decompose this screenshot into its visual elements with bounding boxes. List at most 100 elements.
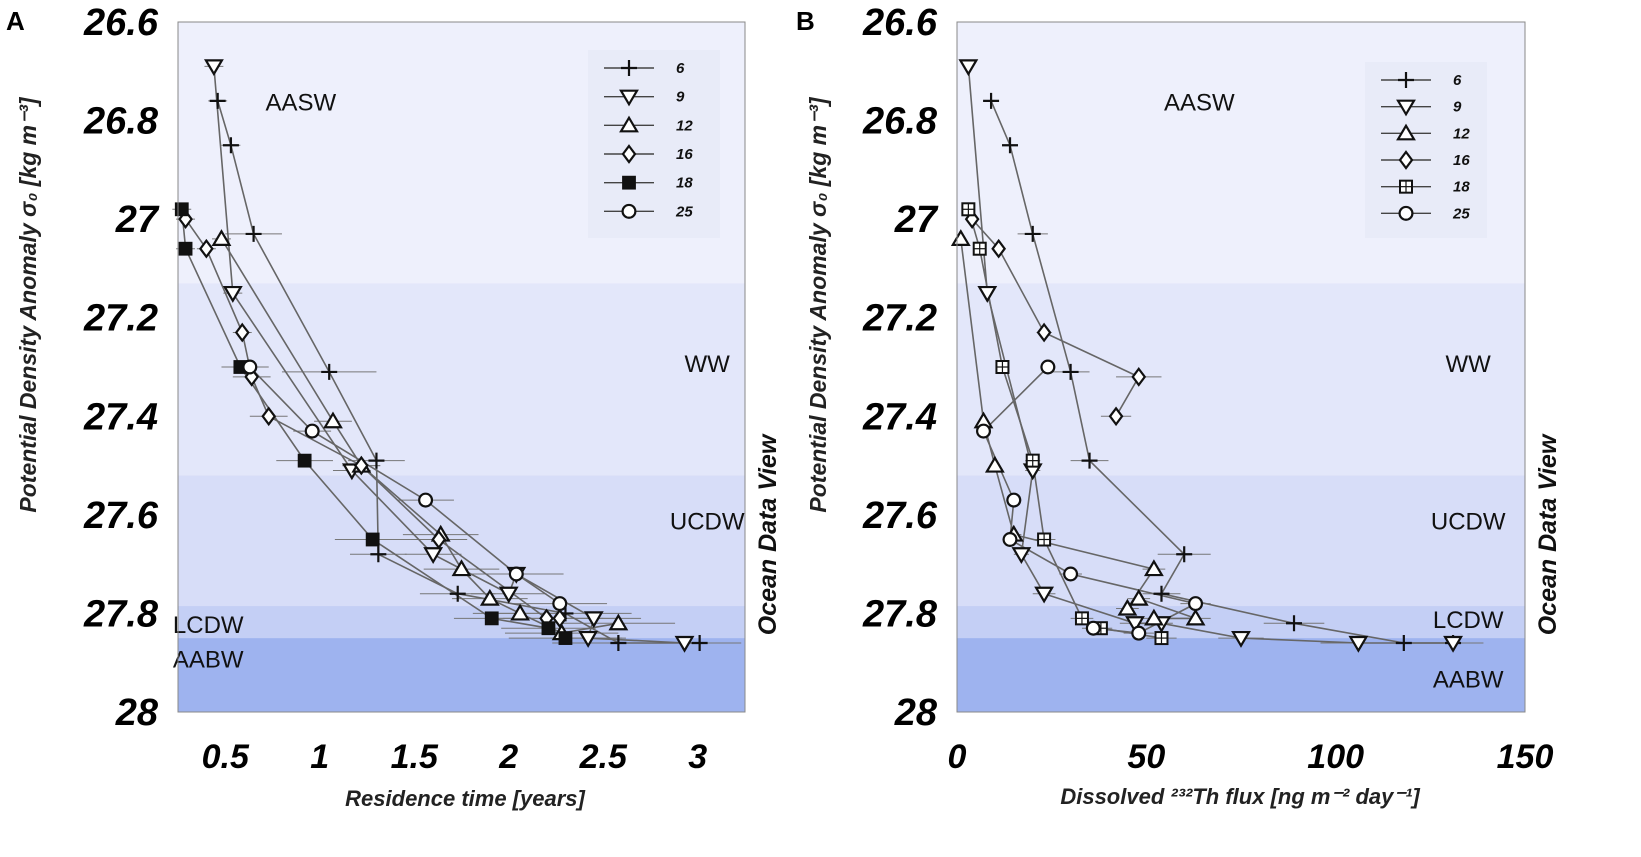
data-point-25 — [1006, 492, 1022, 508]
data-point-6 — [610, 635, 627, 651]
data-point-6 — [1395, 635, 1412, 651]
data-point-9 — [977, 285, 998, 303]
data-point-9 — [1443, 635, 1463, 653]
y-tick-label: 27 — [894, 199, 939, 241]
data-point-6 — [1153, 585, 1170, 602]
data-point-6 — [368, 452, 385, 469]
label-lcdw: LCDW — [1433, 607, 1504, 634]
data-point-6 — [691, 635, 708, 651]
data-point-9 — [498, 586, 519, 604]
data-point-12 — [608, 613, 629, 631]
legend-label: 18 — [1453, 179, 1470, 196]
series-line-25 — [982, 366, 1198, 634]
legend-label: 9 — [1453, 99, 1462, 116]
label-lcdw: LCDW — [173, 612, 244, 639]
x-tick-label: 50 — [1127, 738, 1165, 776]
y-tick-label: 27.4 — [83, 396, 158, 438]
data-point-18 — [365, 532, 380, 547]
data-point-16 — [261, 406, 277, 427]
data-point-25 — [304, 423, 320, 439]
data-point-25 — [976, 423, 992, 439]
data-point-6 — [983, 92, 1000, 109]
label-aasw: AASW — [1164, 90, 1235, 117]
data-point-6 — [1081, 452, 1098, 469]
data-point-12 — [323, 411, 343, 429]
y-tick-label: 26.6 — [83, 2, 159, 44]
data-point-12 — [984, 455, 1005, 473]
plot-frame — [177, 21, 746, 713]
plot-frame — [956, 21, 1526, 713]
x-axis-label: Residence time [years] — [345, 786, 585, 811]
x-tick-label: 0.5 — [202, 738, 250, 776]
data-point-16 — [431, 529, 447, 550]
data-point-9 — [674, 635, 695, 653]
legend-marker-9 — [619, 89, 639, 107]
band-ucdw — [178, 475, 745, 607]
x-tick-label: 150 — [1497, 738, 1554, 776]
x-tick-labels: 0.5 1 1.5 2 2.5 3 — [202, 738, 708, 776]
x-tick-labels: 0 50 100 150 — [948, 738, 1554, 776]
y-tick-label: 28 — [894, 692, 938, 734]
data-point-9 — [1348, 635, 1369, 653]
y-tick-labels: 26.6 26.8 27 27.2 27.4 27.6 27.8 28 — [83, 2, 160, 734]
series-line-6 — [990, 100, 1454, 644]
data-point-6 — [370, 546, 387, 563]
y-tick-label: 27.8 — [83, 593, 159, 635]
y-tick-label: 26.8 — [862, 101, 938, 143]
data-point-9 — [1034, 586, 1055, 604]
water-mass-labels: AASW WW UCDW LCDW AABW — [1164, 90, 1506, 694]
legend-label: 18 — [676, 175, 693, 192]
data-point-9 — [1011, 547, 1032, 565]
data-point-16 — [552, 608, 568, 629]
y-tick-label: 26.8 — [83, 101, 159, 143]
data-point-9 — [578, 630, 599, 648]
data-point-25 — [1040, 359, 1056, 375]
series-line-18 — [181, 209, 566, 639]
label-ww: WW — [685, 351, 731, 378]
data-point-12 — [479, 588, 500, 606]
data-point-18 — [484, 611, 499, 626]
data-point-9 — [1231, 630, 1251, 648]
y-tick-label: 27 — [115, 199, 160, 241]
markers — [174, 59, 708, 653]
legend-box — [588, 50, 720, 238]
data-point-18 — [174, 202, 189, 217]
data-point-9 — [222, 285, 243, 303]
legend-marker-25 — [1398, 205, 1414, 221]
data-point-16 — [991, 238, 1007, 259]
data-point-16 — [1108, 406, 1124, 427]
label-ww: WW — [1446, 351, 1492, 378]
data-point-9 — [958, 59, 979, 77]
label-ucdw: UCDW — [670, 509, 745, 536]
markers — [950, 59, 1463, 653]
data-point-12 — [1143, 608, 1164, 626]
data-point-6 — [1176, 546, 1193, 563]
legend-marker-12 — [1396, 123, 1416, 141]
y-axis-label: Potential Density Anomaly σ₀ [kg m⁻³] — [15, 96, 41, 513]
legend-marker-16 — [621, 144, 637, 164]
band-ww — [178, 283, 745, 476]
data-point-25 — [418, 492, 434, 508]
band-ucdw — [957, 475, 1525, 607]
data-point-25 — [1063, 566, 1079, 582]
data-point-18 — [558, 631, 573, 645]
y-tick-label: 27.2 — [862, 298, 937, 340]
data-point-16 — [1036, 322, 1052, 343]
data-point-12 — [1128, 588, 1149, 606]
x-tick-label: 1 — [310, 738, 329, 776]
panel-letter: A — [6, 6, 25, 36]
data-point-6 — [245, 225, 262, 242]
label-aabw: AABW — [173, 647, 244, 674]
data-point-18 — [297, 453, 312, 468]
y-tick-label: 26.6 — [862, 2, 938, 44]
data-point-9 — [203, 59, 224, 77]
x-tick-label: 2 — [498, 738, 518, 776]
data-point-12 — [1117, 598, 1138, 616]
data-point-25 — [1188, 596, 1204, 612]
data-point-12 — [451, 559, 472, 577]
data-point-16 — [1131, 367, 1147, 387]
panel-letter: B — [796, 6, 815, 36]
